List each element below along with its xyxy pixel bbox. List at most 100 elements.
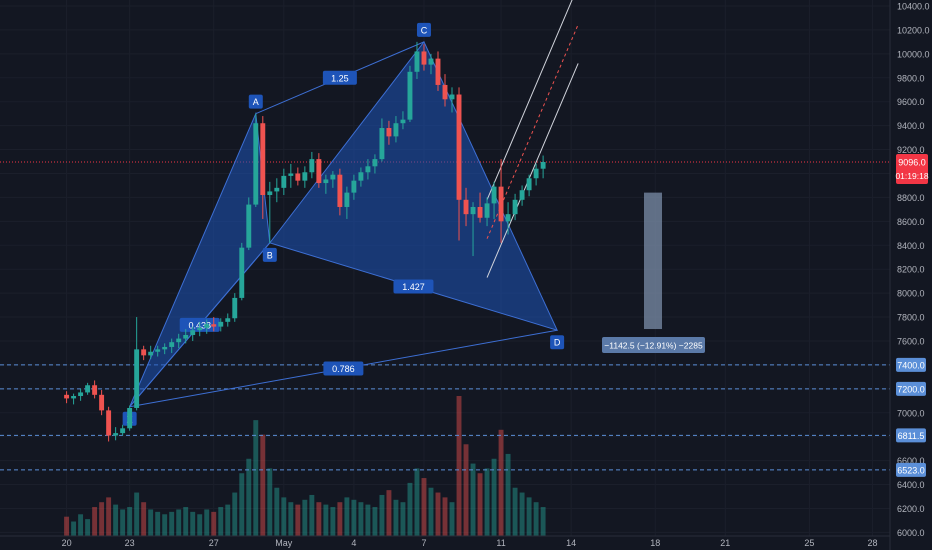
volume-bar	[449, 502, 455, 536]
ratio-label-box[interactable]	[393, 279, 434, 294]
candle-body	[428, 58, 434, 65]
candle-body	[71, 396, 77, 399]
price-tick-label: 7600.0	[897, 336, 925, 346]
pattern-point-marker[interactable]	[550, 335, 565, 350]
volume-bar	[372, 507, 378, 536]
level-price-badge-label: 7400.0	[897, 360, 925, 370]
volume-bar	[358, 502, 364, 536]
volume-bar	[414, 468, 420, 536]
candle-body	[302, 172, 308, 181]
price-tick-label: 6000.0	[897, 528, 925, 538]
price-tick-label: 9800.0	[897, 73, 925, 83]
channel-lower-line[interactable]	[486, 63, 579, 278]
candle-body	[113, 433, 119, 436]
candle-body	[162, 346, 168, 350]
price-range-measure[interactable]: −1142.5 (−12.91%) −2285	[602, 192, 705, 354]
candle-body	[533, 168, 539, 179]
candle-body	[484, 203, 490, 218]
pattern-point-label: C	[421, 25, 428, 35]
measure-range-bar[interactable]	[644, 192, 662, 330]
candle-body	[463, 199, 469, 215]
volume-bar	[470, 463, 476, 536]
price-tick-label: 8200.0	[897, 265, 925, 275]
volume-bar	[540, 507, 546, 536]
price-tick-label: 10200.0	[897, 25, 930, 35]
candle-body	[85, 385, 91, 393]
time-tick-label: 4	[351, 538, 356, 548]
candle-body	[435, 58, 441, 85]
volume-bar	[407, 482, 413, 536]
volume-bar	[400, 502, 406, 536]
last-price-badge	[896, 153, 928, 184]
candle-body	[365, 166, 371, 173]
ratio-label: 1.427	[402, 282, 425, 292]
candle-body	[344, 192, 350, 207]
volume-bar	[316, 502, 322, 536]
price-tick-label: 10400.0	[897, 1, 930, 11]
pattern-point-marker[interactable]	[248, 94, 263, 109]
candle-body	[64, 394, 70, 399]
volume-bar	[218, 507, 224, 536]
price-tick-label: 6400.0	[897, 480, 925, 490]
volume-bar	[456, 396, 462, 536]
candle-body	[323, 179, 329, 184]
channel-upper-line[interactable]	[486, 0, 578, 200]
ratio-label-box[interactable]	[322, 70, 357, 85]
candle-body	[120, 428, 126, 434]
candle-body	[274, 187, 280, 192]
pattern-point-label: A	[253, 97, 259, 107]
measure-label: −1142.5 (−12.91%) −2285	[604, 341, 703, 351]
volume-bar	[302, 499, 308, 536]
volume-bar	[463, 444, 469, 536]
volume-bar	[99, 502, 105, 536]
volume-bar	[519, 492, 525, 536]
volume-bar	[498, 429, 504, 536]
candle-body	[519, 190, 525, 200]
time-axis[interactable]: 20 23 27 May 4 7 11 14 18 21 25 28	[0, 535, 890, 548]
candle-body	[148, 351, 154, 356]
candle-body	[211, 324, 217, 327]
level-price-badge	[896, 462, 926, 477]
volume-bar	[134, 492, 140, 536]
level-price-badge	[896, 357, 926, 372]
volume-bar	[169, 511, 175, 536]
ratio-label-box[interactable]	[323, 361, 364, 376]
volume-bar	[204, 509, 210, 536]
candle-body	[232, 297, 238, 319]
volume-bar	[162, 514, 168, 536]
candle-body	[505, 214, 511, 222]
measure-label-box[interactable]	[602, 337, 705, 354]
price-tick-label: 8800.0	[897, 193, 925, 203]
volume-bar	[274, 487, 280, 536]
volume-bar	[512, 487, 518, 536]
price-tick-label: 8400.0	[897, 241, 925, 251]
volume-bar	[260, 434, 266, 536]
candle-body	[379, 128, 385, 160]
volume-bar	[337, 502, 343, 536]
candle-body	[498, 186, 504, 222]
volume-bar	[533, 502, 539, 536]
volume-bar	[190, 511, 196, 536]
candle-body	[225, 318, 231, 322]
volume-bar	[148, 509, 154, 536]
pattern-point-marker[interactable]	[416, 22, 431, 37]
candle-body	[477, 206, 483, 218]
pattern-point-marker[interactable]	[262, 247, 277, 262]
volume-bar	[183, 507, 189, 536]
candle-body	[351, 180, 357, 193]
price-tick-label: 9600.0	[897, 97, 925, 107]
ratio-label: 0.786	[332, 364, 355, 374]
volume-bar	[477, 473, 483, 536]
volume-bar	[92, 507, 98, 536]
candle-body	[253, 123, 259, 205]
level-price-badge	[896, 428, 926, 443]
candle-body	[316, 159, 322, 184]
time-tick-label: 21	[720, 538, 730, 548]
volume-bar	[344, 497, 350, 536]
volume-bar	[127, 507, 133, 536]
candle-body	[134, 349, 140, 408]
price-tick-label: 6600.0	[897, 456, 925, 466]
candle-body	[106, 410, 112, 436]
